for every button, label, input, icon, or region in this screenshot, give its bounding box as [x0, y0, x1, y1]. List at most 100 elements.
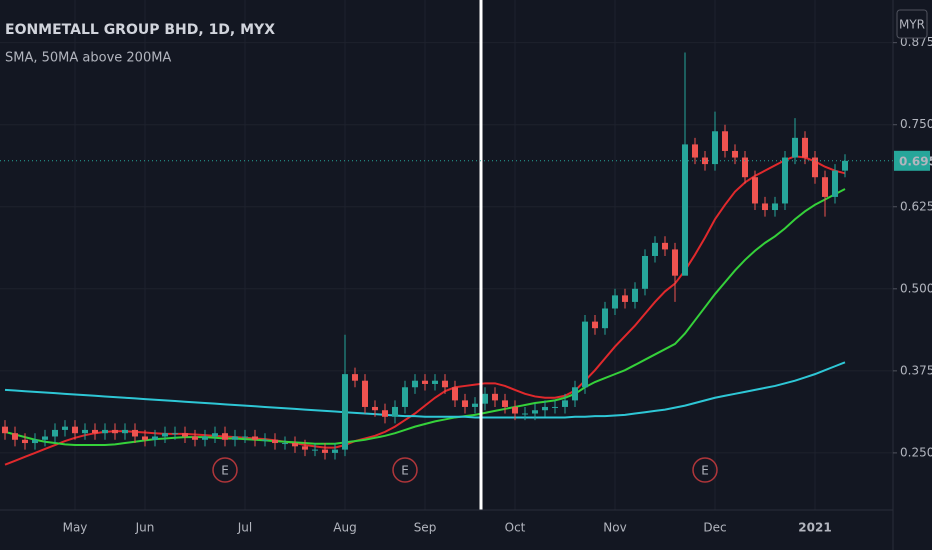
candle-body [372, 406, 378, 411]
candle-body [422, 380, 428, 384]
event-marker [212, 457, 238, 483]
candle-body [762, 203, 768, 211]
event-marker [692, 457, 718, 483]
candle-body [462, 400, 468, 407]
candle-body [672, 249, 678, 276]
candle-body [92, 429, 98, 434]
event-label: E [401, 464, 409, 478]
event-label: E [221, 464, 229, 478]
candle-body [482, 393, 488, 404]
candle-body [782, 157, 788, 204]
candle-body [552, 406, 558, 408]
candle-body [682, 144, 688, 276]
candle-body [62, 426, 68, 430]
candle-body [232, 436, 238, 440]
candle-body [182, 433, 188, 437]
candle-body [802, 137, 808, 158]
moving-average [4, 361, 846, 419]
x-tick-label: Dec [703, 521, 726, 535]
candle-body [472, 403, 478, 407]
candle-body [192, 436, 198, 440]
candle-body [432, 380, 438, 384]
last-price-label: 0.695 [899, 154, 932, 168]
x-tick-label: Oct [505, 521, 526, 535]
candle-body [442, 380, 448, 388]
candle-body [322, 449, 328, 453]
candle-body [612, 295, 618, 309]
candle-body [162, 433, 168, 437]
last-price-box [894, 150, 930, 171]
x-tick-label: Sep [414, 521, 437, 535]
candle-body [342, 374, 348, 450]
candle-body [302, 446, 308, 450]
candle-body [402, 387, 408, 407]
candle-body [562, 400, 568, 407]
candle-body [642, 255, 648, 289]
candle-body [692, 144, 698, 158]
candle-body [622, 295, 628, 302]
candle-body [272, 439, 278, 444]
candle-body [172, 433, 178, 435]
candle-body [742, 157, 748, 178]
candle-body [262, 439, 268, 441]
candle-body [362, 380, 368, 407]
candle-body [512, 406, 518, 414]
y-tick-label: 0.500 [900, 281, 932, 295]
candle-body [652, 242, 658, 256]
candle-body [792, 137, 798, 158]
x-tick-label: Jun [135, 521, 155, 535]
candle-body [522, 413, 528, 415]
x-tick-label: Aug [333, 521, 356, 535]
candle-body [832, 170, 838, 197]
indicator-label: SMA, 50MA above 200MA [5, 51, 171, 66]
x-tick-label: Jul [237, 521, 252, 535]
candle-body [492, 393, 498, 401]
candle-body [42, 436, 48, 440]
candle-body [732, 150, 738, 158]
candle-body [292, 443, 298, 447]
candle-body [632, 288, 638, 302]
candle-body [282, 443, 288, 445]
candle-body [102, 429, 108, 434]
candle-body [392, 406, 398, 417]
candle-body [312, 449, 318, 451]
candle-body [82, 429, 88, 434]
candle-body [242, 436, 248, 438]
candle-body [2, 426, 8, 434]
event-label: E [701, 464, 709, 478]
candle-body [12, 433, 18, 440]
x-tick-label: 2021 [798, 521, 831, 535]
x-tick-label: May [63, 521, 88, 535]
candle-body [772, 203, 778, 211]
candles [2, 52, 848, 460]
candle-body [382, 410, 388, 417]
candle-body [52, 429, 58, 437]
candle-body [32, 439, 38, 444]
candle-body [532, 410, 538, 414]
candle-body [72, 426, 78, 434]
candle-body [602, 308, 608, 329]
candle-body [812, 157, 818, 178]
currency-box[interactable] [896, 9, 928, 39]
axes: 0.250 0.375 0.500 0.625 0.750 0.875 May Jun Jul A… [0, 35, 932, 535]
candle-body [542, 406, 548, 411]
currency-label: MYR [899, 18, 925, 32]
candle-body [152, 436, 158, 440]
candle-body [712, 131, 718, 165]
y-tick-label: 0.750 [900, 117, 932, 131]
candle-body [132, 429, 138, 437]
candle-body [572, 387, 578, 401]
candle-body [502, 400, 508, 407]
candle-body [412, 380, 418, 388]
candle-body [222, 433, 228, 440]
x-tick-label: Nov [603, 521, 626, 535]
candle-body [582, 321, 588, 388]
y-tick-label: 0.250 [900, 445, 932, 459]
event-marker [392, 457, 418, 483]
y-tick-label: 0.875 [900, 35, 932, 49]
y-tick-label: 0.375 [900, 363, 932, 377]
chart-title: EONMETALL GROUP BHD, 1D, MYX [5, 22, 275, 38]
candle-body [112, 429, 118, 434]
